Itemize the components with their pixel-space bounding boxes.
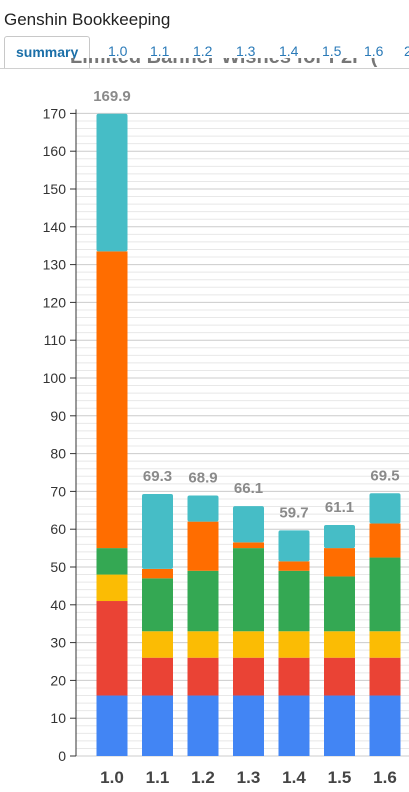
tab-2[interactable]: 2 xyxy=(404,36,409,67)
bar-total-label: 61.1 xyxy=(325,499,354,516)
bar-segment-blue-1.4[interactable] xyxy=(278,695,310,756)
bar-segment-blue-1.0[interactable] xyxy=(96,695,128,756)
y-tick-label: 30 xyxy=(50,635,66,651)
bar-segment-teal-1.2[interactable] xyxy=(187,495,219,522)
bar-segment-yellow-1.6[interactable] xyxy=(369,631,401,658)
bar-segment-red-1.1[interactable] xyxy=(142,657,173,696)
y-tick-label: 100 xyxy=(43,370,67,386)
y-tick-label: 20 xyxy=(50,672,66,688)
bar-segment-blue-1.3[interactable] xyxy=(233,695,264,756)
bar-total-label: 169.9 xyxy=(93,88,131,105)
bar-total-label: 69.5 xyxy=(370,467,399,484)
x-category-label: 1.4 xyxy=(282,768,306,787)
bar-segment-orange-1.6[interactable] xyxy=(369,523,401,558)
y-tick-label: 140 xyxy=(43,219,67,235)
bar-segment-teal-1.0[interactable] xyxy=(96,113,128,252)
tab-1-1[interactable]: 1.1 xyxy=(150,43,170,59)
x-category-label: 1.6 xyxy=(373,768,397,787)
bar-segment-yellow-1.1[interactable] xyxy=(142,631,173,658)
x-category-label: 1.0 xyxy=(100,768,124,787)
bar-segment-orange-1.1[interactable] xyxy=(142,568,173,579)
bar-segment-green-1.3[interactable] xyxy=(233,548,264,632)
x-category-label: 1.2 xyxy=(191,768,215,787)
y-tick-label: 170 xyxy=(43,105,67,121)
bar-segment-teal-1.4[interactable] xyxy=(278,530,310,562)
bar-segment-orange-1.0[interactable] xyxy=(96,251,128,549)
bar-segment-red-1.4[interactable] xyxy=(278,657,310,696)
y-tick-label: 160 xyxy=(43,143,67,159)
chart-title-text: Limited Banner Wishes for F2P ( xyxy=(70,58,377,68)
bar-segment-teal-1.6[interactable] xyxy=(369,493,401,524)
bar-segment-green-1.2[interactable] xyxy=(187,570,219,632)
tab-1-2[interactable]: 1.2 xyxy=(193,43,213,59)
bar-segment-yellow-1.3[interactable] xyxy=(233,631,264,658)
bar-segment-red-1.2[interactable] xyxy=(187,657,219,696)
chart-labels: 169.9 1.0 69.3 1.1 68.9 1.2 66.1 1.3 59.7 1.4 61.1… xyxy=(93,88,399,787)
tab-1-6[interactable]: 1.6 xyxy=(364,43,384,59)
y-tick-label: 130 xyxy=(43,257,67,273)
app-title: Genshin Bookkeeping xyxy=(4,10,171,29)
bar-segment-blue-1.1[interactable] xyxy=(142,695,173,756)
bar-segment-green-1.6[interactable] xyxy=(369,557,401,632)
stacked-bar-chart: 0 10 20 30 40 50 60 70 80 90 100 110 120 130 140 150 160… xyxy=(43,88,409,787)
bar-segment-red-1.3[interactable] xyxy=(233,657,264,696)
bar-total-label: 59.7 xyxy=(279,504,308,521)
y-tick-label: 50 xyxy=(50,559,66,575)
tab-1-0[interactable]: 1.0 xyxy=(108,43,128,59)
y-tick-label: 10 xyxy=(50,710,66,726)
bar-segment-orange-1.4[interactable] xyxy=(278,561,310,571)
bar-segment-yellow-1.4[interactable] xyxy=(278,631,310,658)
bar-total-label: 66.1 xyxy=(234,480,263,497)
tab-summary[interactable]: summary xyxy=(4,36,91,68)
y-tick-label: 40 xyxy=(50,597,66,613)
tab-1-5[interactable]: 1.5 xyxy=(322,43,342,59)
y-tick-label: 0 xyxy=(58,748,66,764)
y-tick-label: 90 xyxy=(50,408,66,424)
bar-segment-red-1.5[interactable] xyxy=(324,657,355,696)
bar-segment-green-1.5[interactable] xyxy=(324,576,355,632)
bar-total-label: 69.3 xyxy=(143,468,172,485)
bar-segment-blue-1.5[interactable] xyxy=(324,695,355,756)
bar-segment-orange-1.5[interactable] xyxy=(324,548,355,577)
y-tick-label: 120 xyxy=(43,294,67,310)
chart-bars xyxy=(96,113,401,756)
y-tick-label: 60 xyxy=(50,521,66,537)
bar-segment-green-1.4[interactable] xyxy=(278,570,310,632)
bar-segment-blue-1.2[interactable] xyxy=(187,695,219,756)
bar-segment-blue-1.6[interactable] xyxy=(369,695,401,756)
tab-1-3[interactable]: 1.3 xyxy=(236,43,256,59)
tab-1-4[interactable]: 1.4 xyxy=(279,43,299,59)
bar-segment-green-1.1[interactable] xyxy=(142,578,173,632)
bar-segment-teal-1.5[interactable] xyxy=(324,525,355,549)
bar-segment-orange-1.2[interactable] xyxy=(187,521,219,571)
version-tab-bar: summary 1.0 1.1 1.2 1.3 1.4 1.5 1.6 2 xyxy=(0,36,409,69)
bar-segment-red-1.0[interactable] xyxy=(96,601,128,696)
bar-segment-orange-1.3[interactable] xyxy=(233,542,264,549)
y-tick-label: 110 xyxy=(44,332,67,348)
y-tick-label: 70 xyxy=(50,483,66,499)
bar-segment-yellow-1.0[interactable] xyxy=(96,574,128,602)
chart-axes: 0 10 20 30 40 50 60 70 80 90 100 110 120 130 140 150 160… xyxy=(43,105,77,764)
bar-segment-teal-1.3[interactable] xyxy=(233,506,264,543)
y-tick-label: 80 xyxy=(50,446,66,462)
chart-title: Limited Banner Wishes for F2P ( xyxy=(70,58,409,78)
x-category-label: 1.3 xyxy=(237,768,261,787)
bar-segment-yellow-1.5[interactable] xyxy=(324,631,355,658)
x-category-label: 1.5 xyxy=(328,768,352,787)
y-tick-label: 150 xyxy=(43,181,67,197)
bar-segment-yellow-1.2[interactable] xyxy=(187,631,219,658)
bar-segment-teal-1.1[interactable] xyxy=(142,494,173,569)
bar-segment-green-1.0[interactable] xyxy=(96,548,128,575)
bar-segment-red-1.6[interactable] xyxy=(369,657,401,696)
x-category-label: 1.1 xyxy=(146,768,170,787)
bar-total-label: 68.9 xyxy=(188,470,217,487)
